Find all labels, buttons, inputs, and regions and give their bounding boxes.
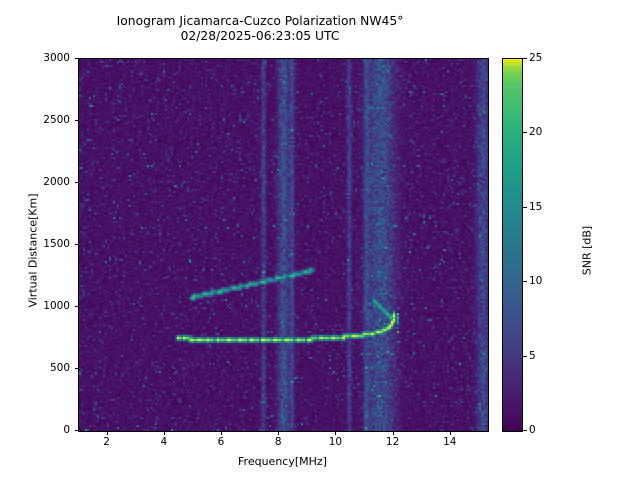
x-tick-14 [449,431,451,435]
x-tick-label-14: 14 [443,436,457,448]
x-tick-label-8: 8 [274,436,282,448]
y-axis-label: Virtual Distance[Km] [26,193,40,308]
figure-title-line1: Ionogram Jicamarca-Cuzco Polarization NW… [116,14,404,28]
x-tick-label-4: 4 [160,436,168,448]
x-tick-label-6: 6 [217,436,225,448]
ionogram-heatmap-canvas [79,59,488,431]
colorbar-tick-label-10: 10 [529,275,543,288]
y-tick-500 [74,368,78,369]
ionogram-plot-area[interactable] [78,58,489,432]
colorbar-tick-label-15: 15 [529,200,543,213]
y-tick-label-2500: 2500 [43,114,70,126]
colorbar-tick-label-20: 20 [529,126,543,139]
y-tick-label-3000: 3000 [43,52,70,64]
colorbar-tick-15 [523,206,527,208]
y-tick-0 [74,430,78,431]
x-tick-label-10: 10 [328,436,343,448]
colorbar-tick-label-5: 5 [529,349,536,362]
colorbar-tick-label-0: 0 [529,424,536,436]
colorbar-tick-label-25: 25 [529,52,543,64]
y-tick-2500 [74,120,78,121]
colorbar-tick-0 [523,430,527,431]
figure-title-line2: 02/28/2025-06:23:05 UTC [180,29,340,43]
y-tick-label-500: 500 [49,362,70,374]
x-axis-label: Frequency[MHz] [238,455,327,468]
y-tick-label-1500: 1500 [43,238,70,250]
x-tick-8 [278,431,280,435]
colorbar-tick-10 [523,281,527,283]
x-tick-label-12: 12 [385,436,400,448]
y-tick-1000 [74,306,78,307]
y-tick-label-0: 0 [63,424,70,436]
x-tick-12 [392,431,394,435]
colorbar-tick-5 [523,355,527,357]
y-tick-label-2000: 2000 [43,176,70,188]
figure-title: Ionogram Jicamarca-Cuzco Polarization NW… [0,14,520,44]
y-tick-3000 [74,58,78,59]
x-tick-10 [335,431,337,435]
y-tick-1500 [74,244,78,245]
snr-colorbar [502,58,523,432]
y-tick-2000 [74,182,78,183]
colorbar-tick-20 [523,132,527,134]
x-tick-4 [163,431,165,435]
y-tick-label-1000: 1000 [43,300,70,312]
x-tick-label-2: 2 [103,436,110,448]
x-tick-2 [106,431,108,435]
colorbar-label: SNR [dB] [580,225,594,276]
x-tick-6 [221,431,222,435]
colorbar-tick-25 [523,58,527,59]
